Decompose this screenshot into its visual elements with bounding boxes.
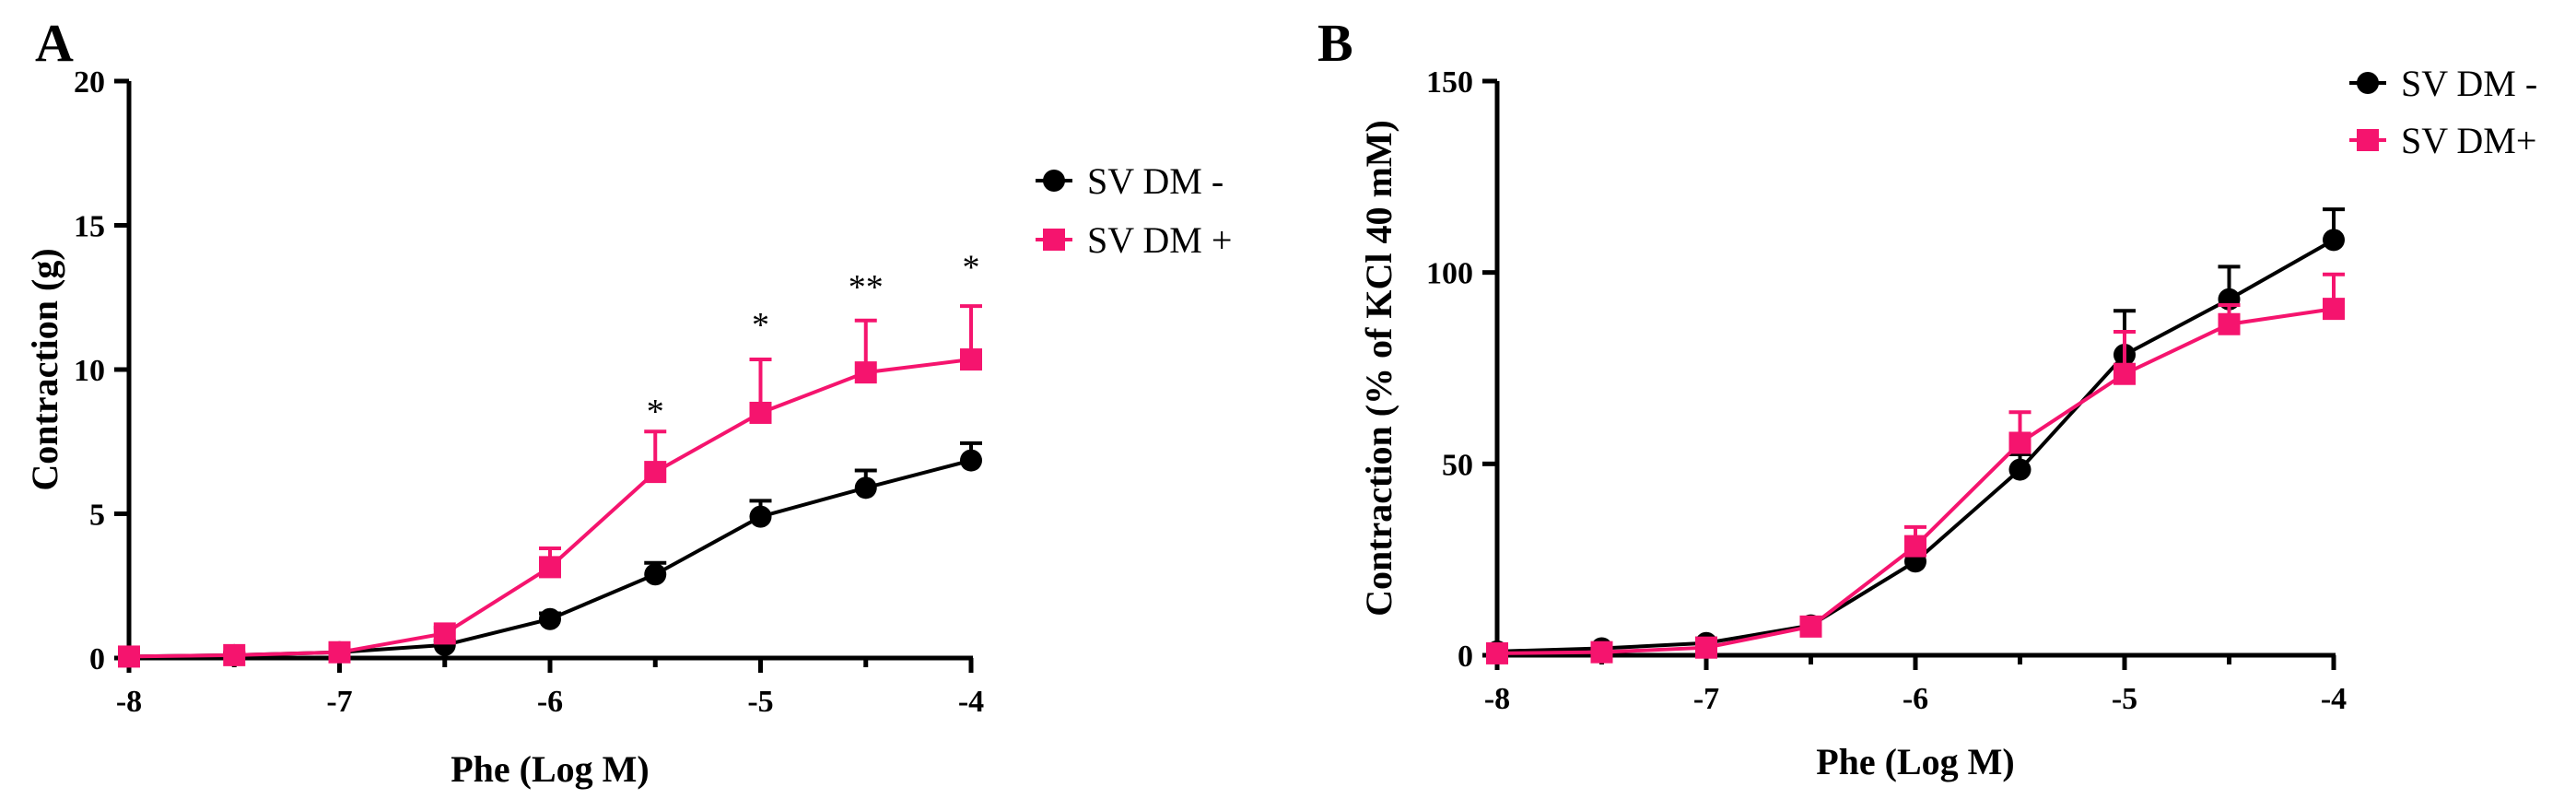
y-axis-title: Contraction (g) <box>24 248 65 490</box>
legend-label: SV DM - <box>2401 63 2537 104</box>
y-tick-label: 10 <box>74 354 105 388</box>
significance-mark: ** <box>849 268 884 307</box>
data-point <box>1486 641 1508 664</box>
x-tick-label: -6 <box>537 685 563 719</box>
data-point <box>854 476 877 500</box>
data-point <box>1904 535 1926 558</box>
chart-panel-A: A 0 5 10 15 20 -8 -7 -6 -5 -4 Phe (Log M) Contractio… <box>24 13 1232 790</box>
data-point <box>644 461 667 484</box>
series-circle <box>1486 207 2345 663</box>
legend-marker <box>1043 229 1065 251</box>
data-point <box>644 563 667 586</box>
x-tick-label: -7 <box>1693 682 1719 716</box>
series-line <box>1496 238 2335 653</box>
x-axis-title: Phe (Log M) <box>1816 741 2015 782</box>
data-point <box>2218 312 2241 335</box>
y-tick-label: 20 <box>74 65 105 100</box>
y-tick-label: 15 <box>74 210 105 244</box>
chart-panel-B: B 0 50 100 150 -8 -7 -6 -5 -4 Phe (Log M) Contracti… <box>1317 13 2537 782</box>
data-point <box>749 505 772 528</box>
x-tick-label: -5 <box>2112 682 2137 716</box>
legend-label: SV DM + <box>1087 219 1232 261</box>
series-square <box>1486 272 2345 664</box>
x-tick-label: -4 <box>958 685 984 719</box>
legend-marker <box>2357 129 2379 151</box>
y-tick-label: 100 <box>1426 257 1473 291</box>
data-point <box>539 556 561 579</box>
x-tick-label: -8 <box>116 685 142 719</box>
data-point <box>960 449 982 472</box>
data-point <box>960 348 982 371</box>
legend-marker <box>2357 72 2379 94</box>
significance-mark: * <box>963 248 980 287</box>
x-tick-label: -7 <box>326 685 352 719</box>
x-tick-label: -4 <box>2321 682 2347 716</box>
data-point <box>854 361 877 384</box>
significance-mark: * <box>752 306 769 345</box>
legend-label: SV DM+ <box>2401 120 2536 161</box>
y-tick-label: 50 <box>1442 448 1473 482</box>
data-point <box>2008 458 2032 481</box>
data-point <box>539 607 561 630</box>
x-tick-label: -5 <box>747 685 773 719</box>
y-tick-label: 0 <box>1458 640 1473 674</box>
data-point <box>118 645 140 668</box>
y-tick-label: 150 <box>1426 65 1473 100</box>
y-tick-label: 0 <box>89 642 105 676</box>
data-point <box>2323 298 2345 321</box>
panel-letter: A <box>35 13 74 73</box>
data-point <box>2113 362 2136 385</box>
legend-label: SV DM - <box>1087 160 1224 202</box>
y-tick-label: 5 <box>89 499 105 533</box>
data-point <box>2008 431 2032 454</box>
panel-letter: B <box>1317 13 1353 73</box>
data-point <box>749 401 772 424</box>
data-point <box>1799 615 1822 638</box>
data-point <box>328 641 351 664</box>
x-tick-label: -8 <box>1484 682 1510 716</box>
data-point <box>433 622 456 645</box>
series-square <box>118 304 982 668</box>
data-point <box>1695 636 1717 659</box>
x-axis-title: Phe (Log M) <box>451 748 650 790</box>
data-point <box>223 643 246 666</box>
series-line <box>1496 307 2335 655</box>
data-point <box>1590 641 1613 664</box>
x-tick-label: -6 <box>1903 682 1928 716</box>
legend-marker <box>1043 170 1065 192</box>
data-point <box>2323 229 2345 252</box>
significance-mark: * <box>647 393 664 431</box>
y-axis-title: Contraction (% of KCl 40 mM) <box>1358 120 1399 617</box>
